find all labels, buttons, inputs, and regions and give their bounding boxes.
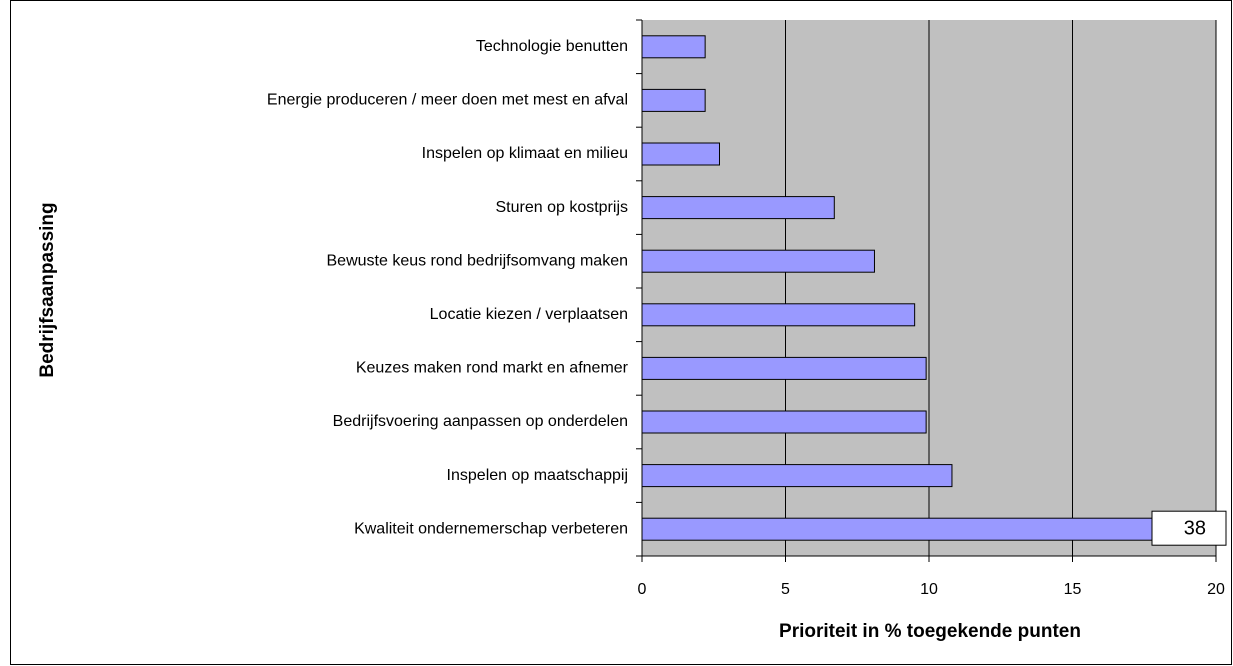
y-tick-label: Energie produceren / meer doen met mest … xyxy=(267,92,628,109)
x-tick-label: 0 xyxy=(638,581,647,598)
bar xyxy=(642,303,916,327)
bar xyxy=(642,196,835,220)
x-axis-title: Prioriteit in % toegekende punten xyxy=(779,621,1081,642)
y-tick-label: Inspelen op maatschappij xyxy=(447,467,628,484)
y-tick-label: Locatie kiezen / verplaatsen xyxy=(430,306,628,323)
bar xyxy=(642,464,953,488)
y-tick-label: Technologie benutten xyxy=(476,38,628,55)
x-tick-label: 10 xyxy=(920,581,938,598)
y-tick-label: Sturen op kostprijs xyxy=(495,199,628,216)
bar xyxy=(642,356,927,380)
bars xyxy=(642,35,1216,541)
x-tick-label: 15 xyxy=(1064,581,1082,598)
data-label: 38 xyxy=(1184,517,1206,539)
bar xyxy=(642,88,706,112)
bar xyxy=(642,142,720,166)
y-tick-label: Keuzes maken rond markt en afnemer xyxy=(356,360,629,377)
bar xyxy=(642,517,1216,541)
data-label-box xyxy=(1151,510,1227,546)
bar xyxy=(642,249,875,273)
y-tick-label: Bedrijfsvoering aanpassen op onderdelen xyxy=(333,413,628,430)
y-tick-label: Inspelen op klimaat en milieu xyxy=(422,145,628,162)
bar xyxy=(642,35,706,59)
y-tick-label: Kwaliteit ondernemerschap verbeteren xyxy=(354,520,628,537)
y-axis-title: Bedrijfsaanpassing xyxy=(37,202,58,377)
bar xyxy=(642,410,927,434)
x-tick-label: 5 xyxy=(781,581,790,598)
y-tick-label: Bewuste keus rond bedrijfsomvang maken xyxy=(327,252,629,269)
x-tick-label: 20 xyxy=(1207,581,1225,598)
